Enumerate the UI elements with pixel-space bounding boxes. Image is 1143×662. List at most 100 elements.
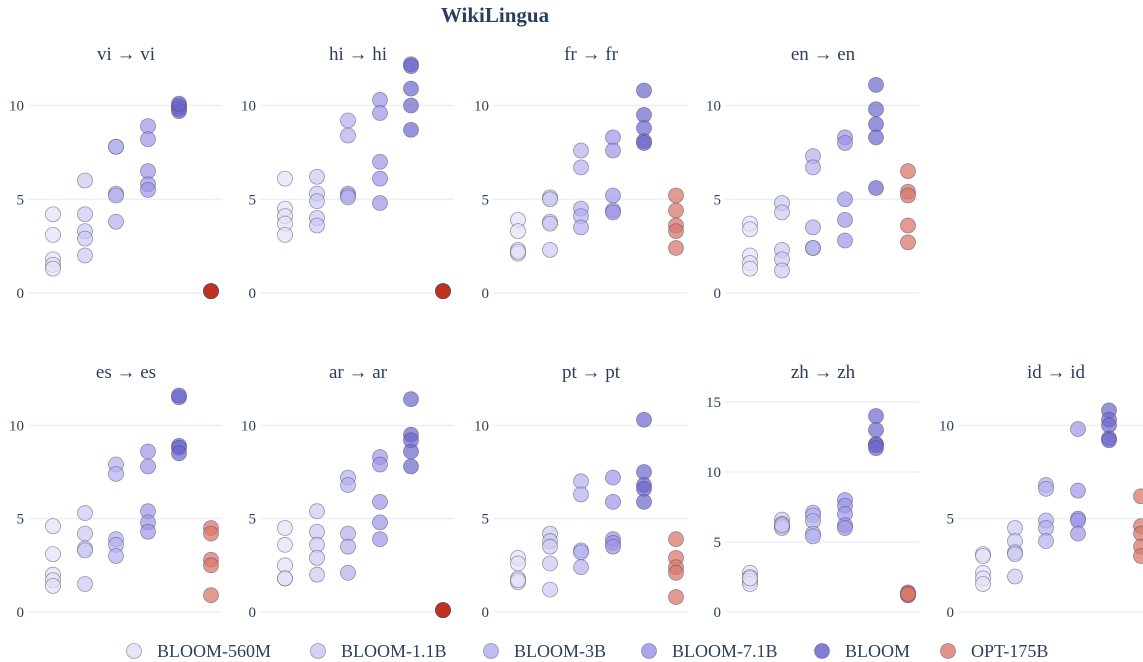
point-bloom-7-1b xyxy=(605,187,621,204)
point-opt-175b xyxy=(203,557,219,574)
point-opt-175b xyxy=(900,234,916,251)
y-tick-label: 0 xyxy=(17,605,25,621)
point-bloom-3b xyxy=(573,219,589,236)
point-bloom-1-1b xyxy=(774,204,790,221)
point-bloom-560m xyxy=(277,520,293,536)
point-bloom-560m xyxy=(45,577,61,594)
chart-title: WikiLingua xyxy=(440,3,550,27)
point-bloom xyxy=(636,82,652,99)
point-bloom-1-1b xyxy=(542,241,558,258)
legend-item-opt-175b: OPT-175B xyxy=(940,641,1048,661)
legend-item-bloom-560m: BLOOM-560M xyxy=(126,641,271,661)
point-bloom-7-1b xyxy=(372,105,388,121)
point-bloom-7-1b xyxy=(372,456,388,473)
point-bloom-3b xyxy=(340,564,356,581)
point-bloom-1-1b xyxy=(309,168,325,185)
legend-marker xyxy=(641,643,657,659)
point-bloom xyxy=(403,443,419,460)
y-tick-label: 10 xyxy=(474,418,489,434)
point-bloom-7-1b xyxy=(837,211,853,228)
y-tick-label: 10 xyxy=(706,465,721,481)
point-bloom xyxy=(171,445,187,462)
point-bloom-560m xyxy=(510,223,526,240)
point-bloom-560m xyxy=(277,570,293,587)
y-tick-label: 5 xyxy=(714,535,722,551)
point-bloom xyxy=(868,440,884,457)
point-bloom-7-1b xyxy=(372,170,388,187)
point-bloom-560m xyxy=(277,536,293,553)
point-opt-175b xyxy=(668,202,684,219)
point-bloom xyxy=(1101,432,1117,449)
point-bloom-3b xyxy=(805,240,821,256)
y-tick-label: 15 xyxy=(706,395,721,411)
point-bloom-560m xyxy=(510,555,526,572)
point-opt-175b xyxy=(900,163,916,180)
panel-ar-ar: ar → ar 0 5 10 xyxy=(241,362,454,621)
point-bloom-3b xyxy=(573,159,589,176)
point-bloom-1-1b xyxy=(77,542,93,559)
point-bloom-1-1b xyxy=(542,538,558,555)
point-bloom-3b xyxy=(573,486,589,503)
point-bloom-7-1b xyxy=(1070,421,1086,437)
point-bloom-3b xyxy=(108,187,124,204)
point-bloom-1-1b xyxy=(309,549,325,566)
y-tick-label: 0 xyxy=(249,286,257,302)
point-bloom-3b xyxy=(805,159,821,176)
point-bloom xyxy=(403,391,419,408)
point-bloom-7-1b xyxy=(372,514,388,531)
point-bloom-3b xyxy=(573,559,589,576)
point-bloom xyxy=(403,80,419,97)
panel-title: vi → vi xyxy=(97,44,155,65)
point-bloom-560m xyxy=(510,243,526,260)
point-bloom-3b xyxy=(1038,533,1054,549)
legend-item-bloom-1-1b: BLOOM-1.1B xyxy=(310,641,447,661)
point-bloom-7-1b xyxy=(372,195,388,211)
y-tick-label: 10 xyxy=(939,418,954,434)
panel-es-es: es → es 0 5 10 xyxy=(9,362,222,621)
point-bloom-3b xyxy=(108,465,124,482)
point-bloom xyxy=(868,101,884,118)
point-bloom-3b xyxy=(340,127,356,144)
point-bloom xyxy=(403,58,419,75)
legend-label: BLOOM xyxy=(845,641,910,661)
y-tick-label: 0 xyxy=(947,605,955,621)
y-tick-label: 5 xyxy=(249,512,257,528)
point-opt-175b xyxy=(203,587,219,604)
legend-item-bloom-7-1b: BLOOM-7.1B xyxy=(641,641,778,661)
point-opt-175b xyxy=(203,525,219,542)
point-bloom-1-1b xyxy=(77,247,93,264)
point-bloom xyxy=(636,411,652,428)
point-bloom-7-1b xyxy=(372,153,388,170)
panel-pt-pt: pt → pt 0 5 10 xyxy=(474,362,687,621)
point-bloom xyxy=(171,95,187,112)
point-bloom-7-1b xyxy=(605,493,621,510)
point-bloom-7-1b xyxy=(837,135,853,151)
point-bloom-7-1b xyxy=(837,520,853,536)
point-bloom-7-1b xyxy=(140,443,156,460)
point-bloom-7-1b xyxy=(605,538,621,555)
point-bloom xyxy=(868,408,884,424)
y-tick-label: 10 xyxy=(474,99,489,115)
point-opt-175b xyxy=(435,602,451,619)
point-opt-175b xyxy=(900,585,916,602)
point-bloom-1-1b xyxy=(77,525,93,542)
legend-label: BLOOM-1.1B xyxy=(341,641,447,661)
legend-marker xyxy=(126,643,142,659)
point-bloom xyxy=(868,129,884,146)
panel-id-id: id → id 0 5 10 xyxy=(939,362,1143,621)
point-bloom-7-1b xyxy=(140,131,156,148)
y-tick-label: 0 xyxy=(17,286,25,302)
point-bloom xyxy=(403,97,419,114)
panel-title: id → id xyxy=(1027,362,1086,383)
point-bloom-7-1b xyxy=(837,191,853,208)
point-bloom-7-1b xyxy=(1070,482,1086,499)
legend-label: OPT-175B xyxy=(971,641,1048,661)
point-bloom-7-1b xyxy=(1070,525,1086,542)
point-bloom-7-1b xyxy=(605,204,621,221)
point-bloom-7-1b xyxy=(837,232,853,249)
y-tick-label: 5 xyxy=(714,192,722,208)
point-bloom-7-1b xyxy=(372,531,388,548)
point-bloom-560m xyxy=(45,206,61,223)
point-bloom-1-1b xyxy=(77,505,93,521)
